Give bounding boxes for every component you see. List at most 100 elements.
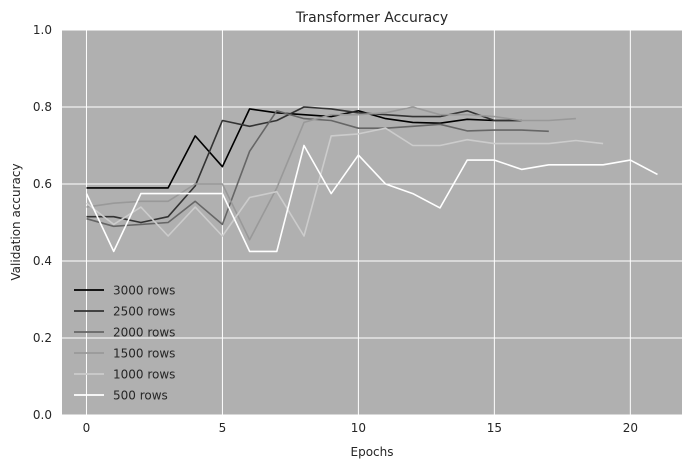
data-point	[466, 114, 468, 116]
data-point	[222, 183, 224, 185]
data-point	[466, 139, 468, 141]
data-point	[330, 116, 332, 118]
data-point	[86, 206, 88, 208]
data-point	[113, 202, 115, 204]
data-point	[548, 120, 550, 122]
data-point	[494, 129, 496, 131]
x-tick-label: 15	[487, 421, 502, 435]
data-point	[494, 159, 496, 161]
data-point	[276, 120, 278, 122]
data-point	[276, 110, 278, 112]
data-point	[358, 154, 360, 156]
x-tick-label: 10	[351, 421, 366, 435]
series-line	[85, 144, 658, 253]
data-point	[330, 193, 332, 195]
data-point	[358, 127, 360, 129]
data-point	[303, 114, 305, 116]
data-point	[222, 235, 224, 237]
x-tick-label: 20	[623, 421, 638, 435]
data-point	[439, 145, 441, 147]
series-line	[86, 110, 549, 228]
data-point	[602, 164, 604, 166]
y-tick-label: 0.2	[33, 331, 52, 345]
legend-label: 1000 rows	[113, 368, 175, 382]
data-point	[167, 193, 169, 195]
data-point	[222, 166, 224, 168]
series-line	[86, 127, 604, 237]
y-tick-label: 0.4	[33, 254, 52, 268]
data-point	[140, 201, 142, 203]
data-point	[330, 114, 332, 116]
data-point	[303, 145, 305, 147]
x-axis-label: Epochs	[351, 445, 394, 459]
data-point	[630, 159, 632, 161]
data-point	[86, 187, 88, 189]
data-point	[249, 251, 251, 253]
data-point	[575, 140, 577, 142]
series-500-rows	[85, 144, 658, 253]
data-point	[521, 169, 523, 171]
data-point	[385, 183, 387, 185]
data-point	[412, 116, 414, 118]
data-point	[602, 143, 604, 145]
data-point	[358, 133, 360, 135]
data-point	[521, 129, 523, 131]
data-point	[167, 235, 169, 237]
data-point	[167, 187, 169, 189]
data-point	[113, 187, 115, 189]
data-point	[466, 119, 468, 121]
data-point	[222, 120, 224, 122]
data-point	[439, 207, 441, 209]
y-tick-label: 0.8	[33, 100, 52, 114]
data-point	[358, 110, 360, 112]
data-point	[194, 206, 196, 208]
data-point	[494, 120, 496, 122]
data-point	[303, 118, 305, 120]
data-point	[249, 125, 251, 127]
data-point	[466, 159, 468, 161]
data-point	[249, 239, 251, 241]
data-point	[303, 122, 305, 124]
data-point	[140, 222, 142, 224]
data-point	[548, 164, 550, 166]
series-line	[86, 106, 576, 241]
data-point	[521, 143, 523, 145]
data-point	[412, 193, 414, 195]
data-point	[575, 164, 577, 166]
data-point	[358, 114, 360, 116]
data-point	[439, 114, 441, 116]
data-point	[412, 122, 414, 124]
chart-title: Transformer Accuracy	[295, 10, 448, 26]
legend-label: 1500 rows	[113, 347, 175, 361]
x-axis-ticks: 0 5 10 15 20	[83, 421, 638, 435]
x-tick-label: 0	[83, 421, 91, 435]
series-lines	[85, 106, 658, 253]
data-point	[412, 106, 414, 108]
data-point	[330, 108, 332, 110]
data-point	[86, 193, 88, 195]
legend-label: 2000 rows	[113, 326, 175, 340]
data-point	[466, 110, 468, 112]
data-point	[86, 216, 88, 218]
data-point	[548, 130, 550, 132]
legend-label: 2500 rows	[113, 305, 175, 319]
data-point	[575, 118, 577, 120]
data-point	[140, 193, 142, 195]
data-point	[113, 226, 115, 228]
data-point	[439, 124, 441, 126]
y-tick-label: 0.0	[33, 408, 52, 422]
data-point	[385, 127, 387, 129]
data-point	[548, 143, 550, 145]
data-point	[276, 191, 278, 193]
data-point	[412, 145, 414, 147]
data-point	[194, 201, 196, 203]
series-1500-rows	[86, 106, 577, 241]
data-point	[167, 201, 169, 203]
data-point	[249, 197, 251, 199]
data-point	[113, 224, 115, 226]
data-point	[358, 112, 360, 114]
data-point	[439, 116, 441, 118]
data-point	[167, 222, 169, 224]
data-point	[140, 187, 142, 189]
